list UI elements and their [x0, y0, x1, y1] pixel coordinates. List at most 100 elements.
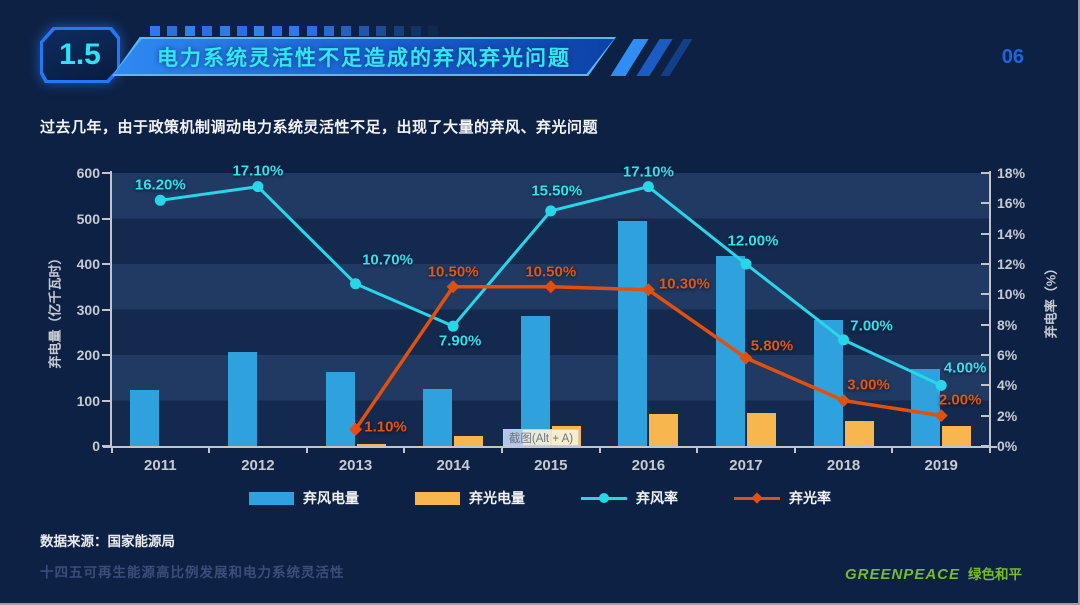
y-axis-left-tick — [102, 399, 110, 402]
y-axis-left-tick — [102, 354, 110, 356]
legend-item: 弃风率 — [581, 488, 678, 508]
y-axis-left-tick-label: 0 — [92, 438, 100, 454]
x-axis-year-label: 2014 — [436, 457, 470, 474]
legend-line-swatch — [734, 491, 780, 505]
y-axis-left-tick-label: 600 — [76, 165, 100, 181]
page-title: 电力系统灵活性不足造成的弃风弃光问题 — [114, 39, 614, 74]
y-axis-right-tick — [981, 232, 989, 235]
decor-dot-icon — [393, 26, 404, 36]
y-axis-right-tick — [981, 293, 989, 296]
x-axis-tick — [305, 447, 308, 453]
wind-rate-label: 7.90% — [438, 332, 482, 350]
page-number: 06 — [1001, 46, 1024, 68]
x-axis-tick — [403, 447, 406, 453]
data-source-note: 数据来源：国家能源局 — [40, 534, 175, 549]
decor-dot-icon — [184, 26, 195, 36]
wind-curtailment-bar — [325, 372, 355, 446]
wind-rate-label: 10.70% — [362, 251, 413, 269]
solar-rate-label: 10.50% — [525, 263, 577, 281]
solar-curtailment-bar — [649, 414, 679, 446]
y-axis-right-tick — [981, 263, 989, 265]
greenpeace-logo-cn: 绿色和平 — [968, 567, 1022, 582]
x-axis-tick — [598, 447, 601, 453]
decor-dot-icon — [358, 26, 369, 36]
y-axis-right-tick-label: 0% — [997, 438, 1018, 454]
chart-legend: 弃风电量 弃光电量 弃风率 弃光率 — [0, 488, 1080, 508]
y-axis-left-tick-label: 200 — [76, 347, 100, 363]
screenshot-tool-tooltip[interactable]: 截图(Alt + A) — [503, 429, 579, 446]
x-axis-year-label: 2015 — [534, 457, 568, 474]
solar-curtailment-bar — [454, 435, 484, 446]
window-edge — [1078, 0, 1080, 605]
y-axis-left-tick-label: 400 — [76, 256, 100, 272]
y-axis-right-tick — [981, 384, 989, 387]
decor-dot-icon — [289, 26, 300, 36]
y-axis-right-line — [989, 171, 991, 448]
solar-curtailment-bar — [746, 412, 776, 446]
solar-rate-label: 1.10% — [364, 418, 407, 436]
y-axis-left-tick — [102, 308, 110, 311]
wind-rate-label: 7.00% — [850, 317, 893, 335]
y-axis-right-tick-label: 2% — [997, 407, 1018, 424]
solar-rate-label: 3.00% — [847, 376, 890, 393]
y-axis-left-line — [110, 171, 112, 448]
wind-rate-label: 17.10% — [622, 163, 674, 181]
x-axis-tick — [110, 447, 113, 453]
legend-label: 弃风电量 — [303, 490, 359, 506]
x-axis-year-label: 2016 — [631, 457, 666, 474]
x-axis-year-label: 2017 — [729, 457, 763, 474]
y-axis-right-tick-label: 4% — [997, 377, 1018, 394]
y-axis-left-tick — [102, 445, 110, 447]
x-axis-year-label: 2013 — [338, 457, 373, 474]
wind-curtailment-bar — [227, 351, 257, 446]
legend-label: 弃光电量 — [469, 490, 525, 506]
y-axis-left-tick-label: 300 — [76, 301, 100, 318]
decor-dot-icon — [341, 26, 352, 36]
wind-rate-label: 15.50% — [531, 182, 583, 200]
legend-item: 弃光电量 — [415, 488, 525, 508]
x-axis-year-label: 2019 — [924, 457, 958, 474]
greenpeace-logo: GREENPEACE 绿色和平 — [845, 563, 1022, 583]
y-axis-left-tick — [102, 217, 110, 220]
x-axis-year-label: 2011 — [144, 457, 177, 474]
decor-dot-icon — [150, 26, 160, 36]
decor-dot-icon — [167, 26, 178, 36]
x-axis-year-label: 2012 — [241, 457, 275, 474]
y-axis-right-tick — [981, 414, 989, 417]
wind-curtailment-bar — [130, 390, 160, 446]
slide-subtitle: 过去几年，由于政策机制调动电力系统灵活性不足，出现了大量的弃风、弃光问题 — [40, 119, 599, 136]
x-axis-year-label: 2018 — [826, 457, 861, 474]
section-number-badge: 1.5 — [40, 27, 120, 83]
legend-item: 弃风电量 — [249, 488, 359, 508]
wind-curtailment-bar — [423, 388, 453, 446]
solar-curtailment-bar — [356, 443, 386, 446]
y-axis-left-tick-label: 500 — [76, 210, 100, 227]
y-axis-right-tick — [981, 202, 989, 205]
slide-title-bar: 电力系统灵活性不足造成的弃风弃光问题 — [112, 37, 616, 76]
y-axis-left-tick-label: 100 — [76, 392, 100, 409]
x-axis-tick — [208, 447, 211, 453]
solar-rate-label: 5.80% — [750, 337, 794, 355]
x-axis-tick — [696, 447, 699, 453]
x-axis-tick — [891, 447, 894, 453]
y-axis-right-tick-label: 16% — [997, 195, 1026, 212]
y-axis-right-tick-label: 18% — [997, 165, 1026, 181]
y-axis-right-tick — [981, 445, 989, 447]
solar-rate-label: 10.30% — [658, 275, 710, 293]
legend-bar-swatch — [415, 491, 460, 505]
legend-label: 弃风率 — [636, 490, 678, 506]
wind-rate-label: 12.00% — [727, 232, 779, 250]
x-axis-tick — [989, 447, 991, 453]
y-axis-right-tick-label: 10% — [997, 286, 1026, 303]
legend-label: 弃光率 — [789, 490, 831, 506]
x-axis-tick — [793, 447, 796, 453]
solar-curtailment-bar — [844, 420, 874, 446]
decor-dot-icon — [306, 26, 317, 36]
window-edge — [0, 603, 1080, 605]
greenpeace-logo-en: GREENPEACE — [844, 566, 960, 583]
solar-curtailment-bar — [942, 425, 972, 446]
decor-dot-icon — [411, 26, 421, 36]
report-title-footer: 十四五可再生能源高比例发展和电力系统灵活性 — [40, 565, 345, 580]
